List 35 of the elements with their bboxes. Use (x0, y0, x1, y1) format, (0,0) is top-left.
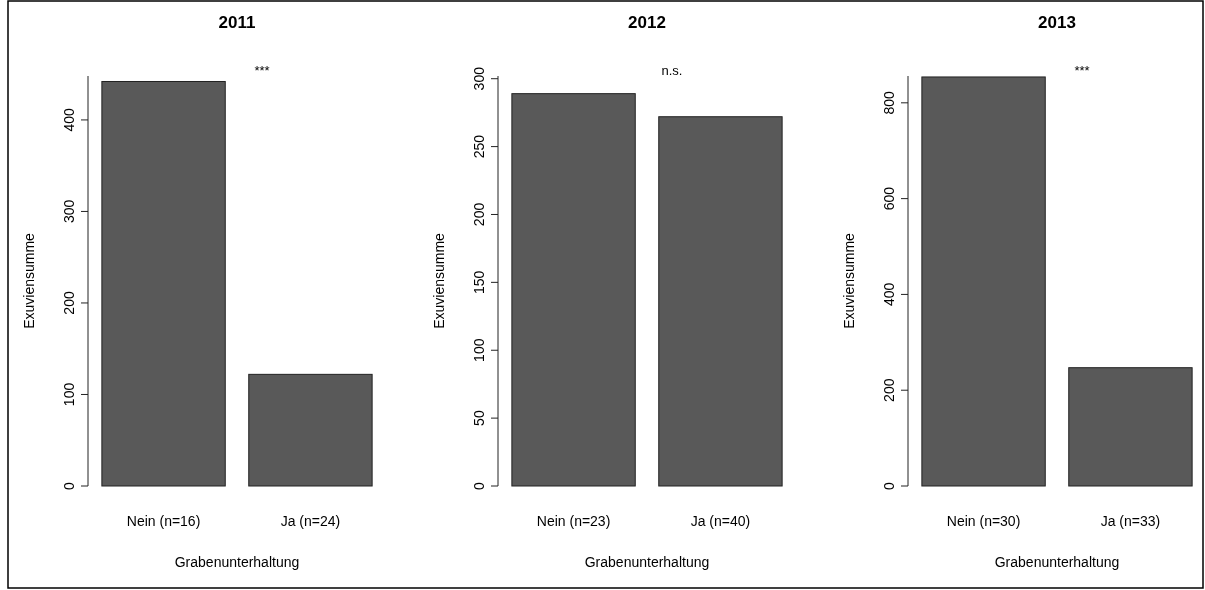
y-tick-label: 800 (881, 90, 897, 115)
y-tick-label: 100 (471, 338, 487, 362)
y-tick-label: 100 (61, 382, 77, 407)
x-tick-label: Ja (n=40) (690, 513, 751, 529)
y-tick-label: 200 (881, 378, 897, 402)
annotation: *** (1074, 63, 1090, 78)
y-tick-label: 400 (61, 108, 77, 132)
chart-title: 2013 (1038, 13, 1076, 32)
y-tick-label: 300 (61, 199, 77, 224)
y-tick-label: 50 (471, 410, 487, 426)
chart-title: 2011 (218, 13, 256, 32)
y-axis-title: Exuviensumme (841, 232, 857, 329)
y-tick-label: 150 (471, 270, 487, 295)
y-tick-label: 0 (61, 481, 77, 490)
x-tick-label: Nein (n=30) (946, 513, 1021, 529)
y-tick-label: 200 (471, 202, 487, 227)
annotation: *** (254, 63, 270, 78)
x-tick-label: Ja (n=24) (280, 513, 341, 529)
y-tick-label: 0 (881, 481, 897, 490)
x-tick-label: Nein (n=16) (126, 513, 201, 529)
x-axis-title: Grabenunterhaltung (174, 554, 300, 570)
y-tick-label: 300 (471, 66, 487, 91)
chart-title: 2012 (628, 13, 666, 32)
x-axis-title: Grabenunterhaltung (584, 554, 710, 570)
y-tick-label: 400 (881, 282, 897, 307)
x-axis-title: Grabenunterhaltung (994, 554, 1120, 570)
y-tick-label: 600 (881, 186, 897, 211)
annotation: n.s. (661, 63, 683, 78)
x-tick-label: Nein (n=23) (536, 513, 611, 529)
y-axis-title: Exuviensumme (21, 232, 37, 329)
x-tick-label: Ja (n=33) (1100, 513, 1161, 529)
y-tick-label: 250 (471, 134, 487, 159)
y-axis-title: Exuviensumme (431, 232, 447, 329)
y-tick-label: 200 (61, 291, 77, 315)
y-tick-label: 0 (471, 481, 487, 490)
